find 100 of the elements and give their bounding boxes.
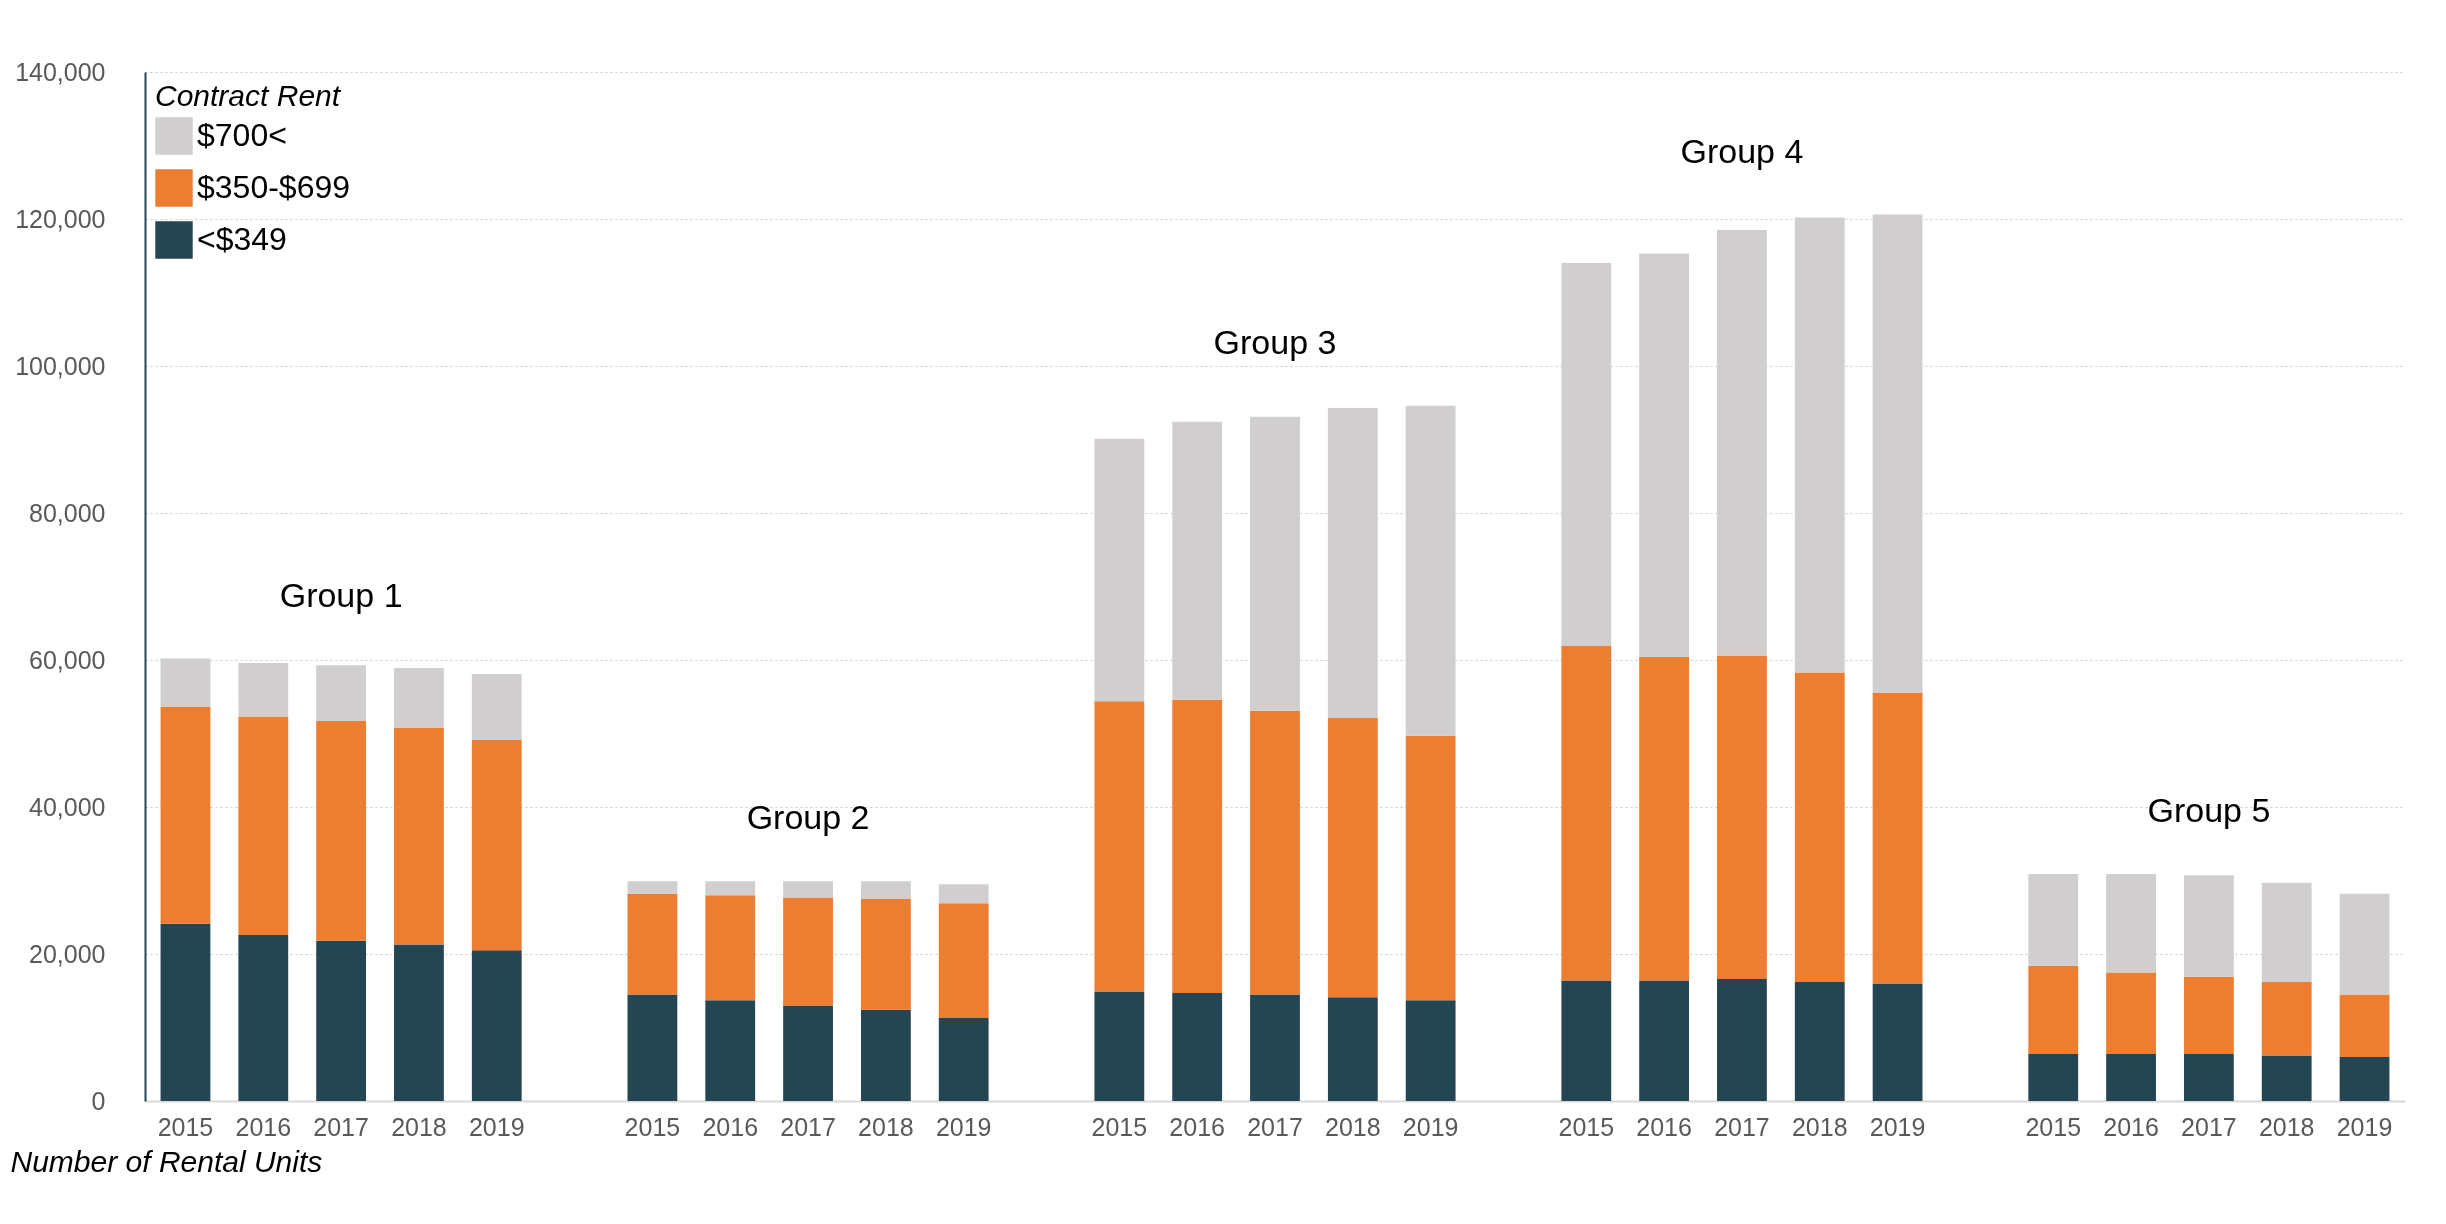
bar bbox=[2339, 994, 2390, 1057]
bar bbox=[1794, 981, 1845, 1101]
x-tick-label: 2017 bbox=[2181, 1112, 2237, 1141]
y-tick-label: 80,000 bbox=[29, 498, 106, 527]
bar bbox=[1405, 735, 1456, 1001]
x-tick-label: 2016 bbox=[2103, 1112, 2159, 1141]
annotation: Group 4 bbox=[1680, 131, 1804, 170]
x-tick-label: 2018 bbox=[2258, 1112, 2315, 1141]
bar bbox=[2183, 976, 2234, 1054]
bar bbox=[783, 897, 833, 1006]
x-tick-label: 2016 bbox=[1636, 1112, 1692, 1141]
bar bbox=[860, 898, 911, 1010]
x-tick-label: 2019 bbox=[935, 1112, 992, 1141]
x-tick-label: 2015 bbox=[1091, 1112, 1148, 1141]
x-tick-label: 2017 bbox=[1714, 1112, 1770, 1141]
bar bbox=[1172, 699, 1223, 993]
bar bbox=[2261, 981, 2312, 1056]
x-tick-label: 2015 bbox=[2025, 1112, 2082, 1141]
bar bbox=[1872, 693, 1923, 984]
x-tick-label: 2018 bbox=[391, 1112, 447, 1141]
bar bbox=[938, 903, 989, 1018]
x-tick-label: 2017 bbox=[313, 1112, 369, 1141]
bar bbox=[394, 944, 444, 1101]
bar bbox=[1717, 655, 1767, 979]
bar bbox=[316, 665, 367, 722]
bar bbox=[860, 1009, 911, 1101]
legend-label: $700< bbox=[197, 117, 287, 153]
bar bbox=[2028, 1053, 2079, 1101]
legend-label: <$349 bbox=[197, 221, 287, 257]
bar bbox=[394, 668, 444, 728]
y-tick-label: 60,000 bbox=[29, 645, 106, 674]
bar bbox=[1327, 718, 1378, 998]
y-tick-label: 100,000 bbox=[15, 351, 106, 380]
bar bbox=[2339, 1056, 2390, 1101]
bar bbox=[471, 673, 522, 741]
bar bbox=[1561, 646, 1612, 981]
x-tick-label: 2019 bbox=[468, 1112, 525, 1141]
y-tick-label: 0 bbox=[91, 1086, 106, 1115]
annotation: Group 3 bbox=[1213, 322, 1337, 361]
bar bbox=[1717, 978, 1767, 1101]
bar bbox=[2183, 1053, 2234, 1101]
bar bbox=[316, 721, 367, 941]
x-tick-label: 2016 bbox=[702, 1112, 759, 1141]
bar bbox=[394, 727, 444, 945]
bar bbox=[627, 881, 678, 894]
bar bbox=[1327, 997, 1378, 1101]
bar bbox=[627, 893, 678, 995]
bar bbox=[705, 881, 756, 896]
x-tick-label: 2018 bbox=[1325, 1112, 1381, 1141]
bar bbox=[1094, 991, 1145, 1101]
x-tick-label: 2017 bbox=[1247, 1112, 1303, 1141]
annotation: Group 5 bbox=[2147, 790, 2271, 829]
bar bbox=[783, 1005, 833, 1101]
bar bbox=[160, 923, 211, 1101]
x-tick-label: 2017 bbox=[780, 1112, 836, 1141]
bar bbox=[2106, 1053, 2156, 1101]
x-tick-label: 2015 bbox=[1558, 1112, 1615, 1141]
x-tick-label: 2018 bbox=[858, 1112, 914, 1141]
legend-label: $350-$699 bbox=[197, 169, 351, 205]
bar bbox=[627, 994, 678, 1101]
bar bbox=[705, 1000, 756, 1101]
bar bbox=[1250, 994, 1300, 1101]
bar bbox=[471, 950, 522, 1101]
bar bbox=[860, 881, 911, 899]
bar bbox=[938, 884, 989, 904]
bar bbox=[1639, 657, 1690, 981]
bar bbox=[783, 881, 833, 898]
bar bbox=[1872, 983, 1923, 1101]
x-tick-label: 2016 bbox=[1169, 1112, 1225, 1141]
bar bbox=[2028, 965, 2079, 1054]
bar bbox=[705, 895, 756, 1001]
bar bbox=[1639, 980, 1690, 1101]
bar bbox=[2261, 1055, 2312, 1101]
x-tick-label: 2019 bbox=[2336, 1112, 2393, 1141]
x-tick-label: 2015 bbox=[624, 1112, 681, 1141]
y-tick-label: 120,000 bbox=[15, 204, 106, 233]
bar bbox=[471, 740, 522, 951]
x-tick-label: 2016 bbox=[235, 1112, 292, 1141]
annotation: Group 2 bbox=[746, 798, 870, 837]
bar bbox=[238, 716, 289, 935]
bar bbox=[1094, 701, 1145, 992]
bar bbox=[938, 1017, 989, 1101]
x-tick-label: 2015 bbox=[157, 1112, 214, 1141]
bar bbox=[1794, 672, 1845, 982]
bar bbox=[1561, 980, 1612, 1101]
y-tick-label: 40,000 bbox=[29, 792, 106, 821]
bar bbox=[1405, 1000, 1456, 1101]
annotation: Group 1 bbox=[279, 575, 403, 614]
y-axis-title: Number of Rental Units bbox=[10, 1144, 323, 1178]
bar bbox=[1250, 710, 1300, 995]
bar bbox=[238, 934, 289, 1101]
bar bbox=[160, 707, 211, 924]
x-tick-label: 2019 bbox=[1402, 1112, 1459, 1141]
bar bbox=[2106, 972, 2156, 1054]
y-tick-label: 20,000 bbox=[29, 939, 106, 968]
bar bbox=[316, 940, 367, 1101]
bar bbox=[1172, 992, 1223, 1101]
y-tick-label: 140,000 bbox=[15, 57, 106, 86]
x-tick-label: 2019 bbox=[1869, 1112, 1926, 1141]
bar bbox=[2339, 893, 2390, 995]
